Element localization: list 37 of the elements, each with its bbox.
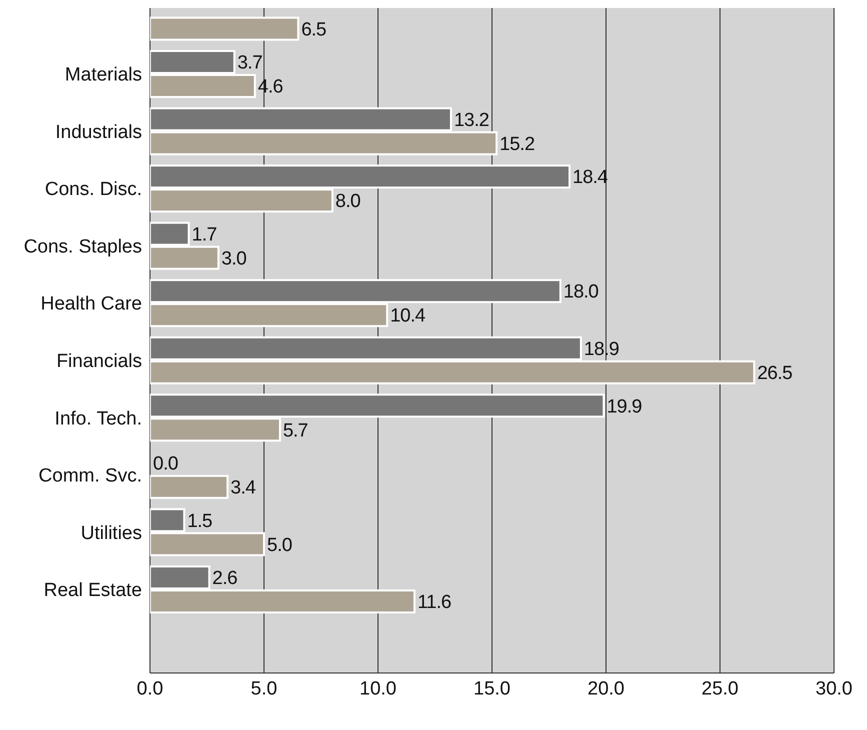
data-label: 10.4: [390, 306, 426, 327]
data-label: 3.4: [230, 478, 256, 499]
data-label: 0.0: [153, 454, 178, 475]
data-label: 5.0: [267, 534, 292, 556]
x-tick-label: 15.0: [474, 678, 510, 700]
x-tick-label: 25.0: [702, 678, 738, 700]
y-tick-label: Health Care: [40, 294, 142, 315]
y-tick-label: Industrials: [55, 122, 142, 143]
data-label: 19.9: [606, 396, 642, 418]
data-label: 6.5: [301, 19, 326, 40]
data-label: 1.5: [187, 510, 212, 532]
data-label: 18.0: [563, 282, 598, 303]
data-label: 13.2: [454, 110, 489, 131]
bar: [150, 474, 229, 499]
data-label: 3.0: [221, 248, 246, 270]
bar: [150, 16, 300, 41]
data-label: 8.0: [335, 191, 360, 212]
data-label: 5.7: [282, 420, 308, 442]
y-tick-label: Comm. Svc.: [38, 466, 142, 487]
y-tick-label: Utilities: [80, 522, 142, 544]
y-tick-label: Real Estate: [44, 580, 142, 602]
y-tick-label: Financials: [56, 351, 142, 372]
y-tick-label: Materials: [64, 64, 142, 86]
x-tick-label: 20.0: [588, 678, 624, 700]
data-label: 1.7: [192, 224, 217, 246]
y-tick-label: Cons. Staples: [24, 236, 142, 258]
x-tick-label: 0.0: [136, 678, 164, 700]
data-label: 11.6: [417, 592, 452, 614]
data-label: 2.6: [212, 568, 238, 590]
y-tick-label: Info. Tech.: [54, 408, 142, 430]
x-tick-label: 5.0: [250, 678, 278, 700]
x-tick-label: 30.0: [816, 678, 852, 700]
data-label: 26.5: [757, 363, 792, 384]
data-label: 3.7: [237, 52, 262, 74]
x-tick-label: 10.0: [360, 678, 396, 700]
y-tick-label: Cons. Disc.: [44, 179, 142, 200]
data-label: 15.2: [500, 134, 535, 155]
